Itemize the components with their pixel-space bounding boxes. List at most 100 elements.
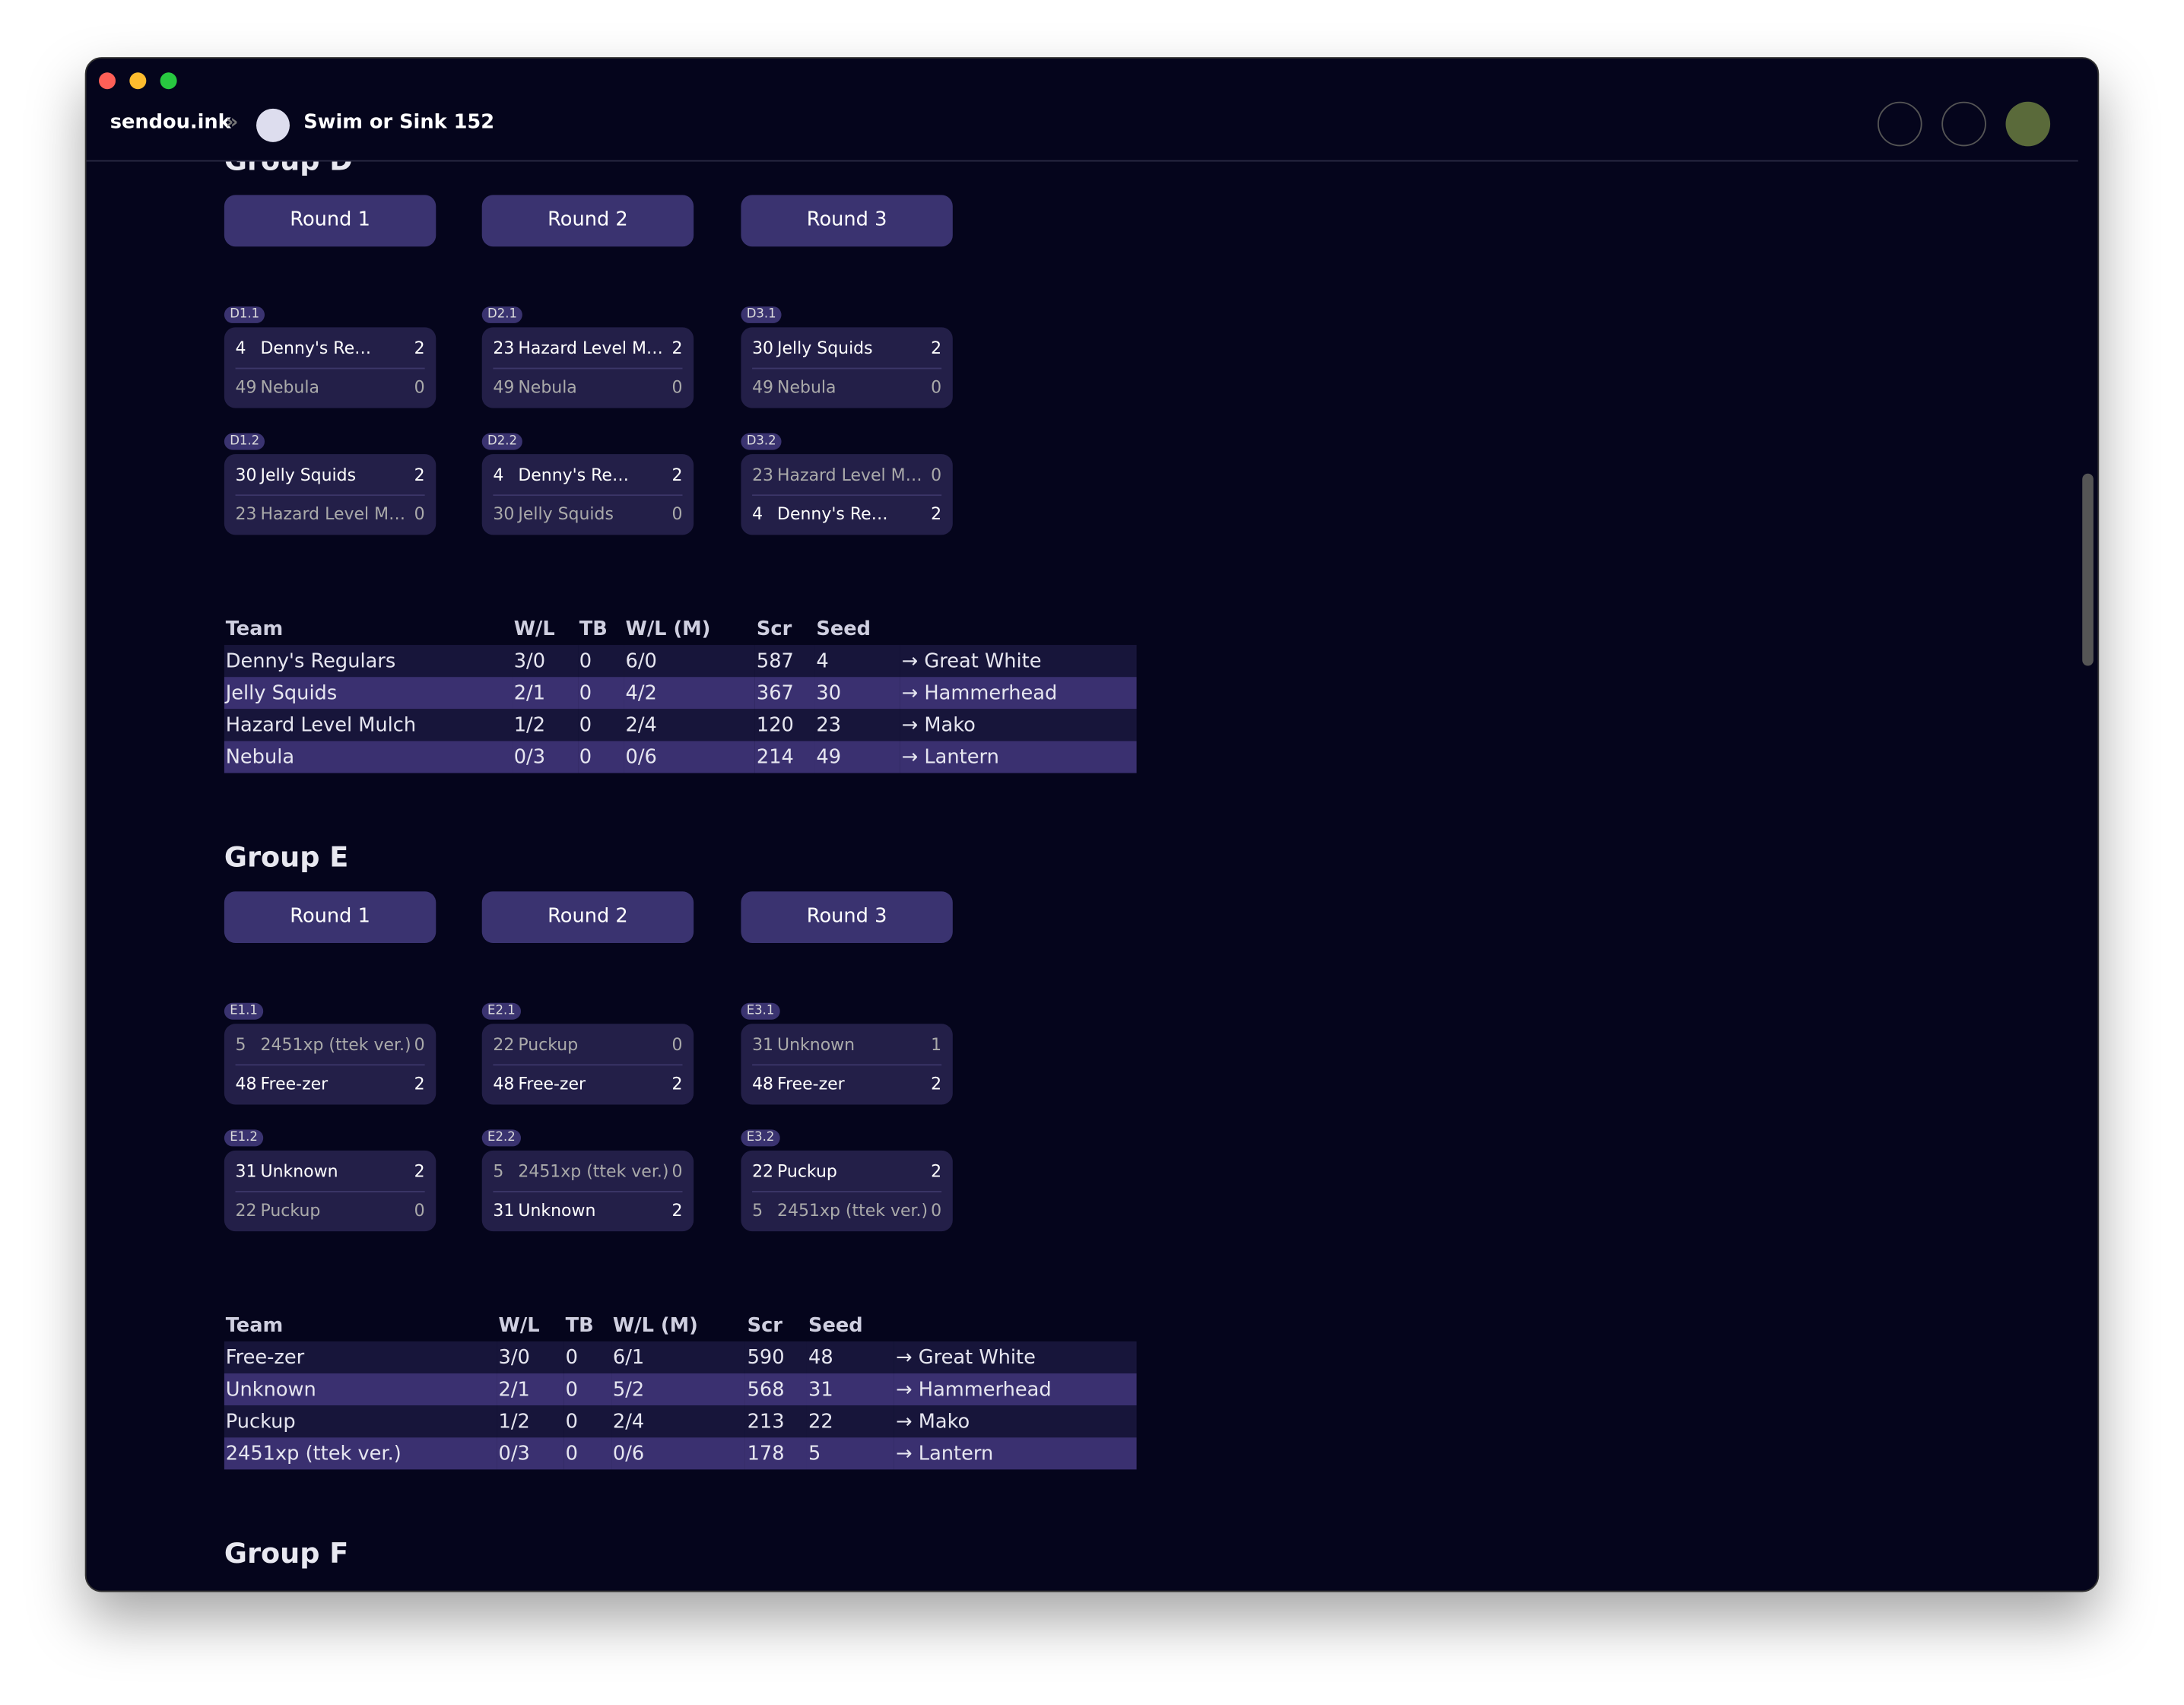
team-row: 23 Hazard Level M… 0: [236, 494, 425, 533]
separator: [752, 1191, 942, 1192]
score: 2: [414, 1161, 425, 1182]
score: 0: [931, 377, 942, 398]
seed: 5: [493, 1161, 504, 1182]
score: 0: [414, 1200, 425, 1221]
score: 0: [931, 465, 942, 485]
team-name: Jelly Squids: [777, 338, 873, 358]
cell: 0: [563, 1405, 612, 1438]
round-button[interactable]: Round 1: [224, 195, 436, 247]
standings-row: Denny's Regulars 3/0 0 6/0 587 4 → Great White: [224, 645, 1137, 678]
standings-row: Nebula 0/3 0 0/6 214 49 → Lantern: [224, 741, 1137, 773]
match-card[interactable]: 4 Denny's Re… 2 30 Jelly Squids 0: [481, 454, 694, 535]
user-avatar[interactable]: [2005, 101, 2051, 147]
score: 2: [414, 1074, 425, 1094]
column-header: TB: [579, 618, 608, 640]
team-name: Denny's Regulars: [224, 645, 513, 678]
cell: → Hammerhead: [894, 1373, 1137, 1406]
site-link[interactable]: sendou.ink: [110, 111, 231, 134]
score: 0: [414, 377, 425, 398]
seed: 49: [235, 377, 257, 398]
scrollbar[interactable]: [2082, 473, 2094, 666]
cell: 49: [814, 741, 900, 773]
standings-row: Puckup 1/2 0 2/4 213 22 → Mako: [224, 1405, 1137, 1438]
team-name: Free-zer: [777, 1074, 845, 1094]
match-card[interactable]: 5 2451xp (ttek ver.) 0 48 Free-zer 2: [224, 1024, 436, 1105]
match-card[interactable]: 4 Denny's Re… 2 49 Nebula 0: [224, 327, 436, 408]
group-title: Group F: [224, 1536, 349, 1570]
match-card[interactable]: 31 Unknown 1 48 Free-zer 2: [741, 1024, 953, 1105]
team-name: Free-zer: [224, 1341, 497, 1373]
cell: 3/0: [512, 645, 578, 678]
seed: 23: [493, 338, 515, 358]
round-button[interactable]: Round 3: [741, 195, 953, 247]
cell: → Lantern: [894, 1437, 1137, 1470]
match-id: D3.1: [741, 306, 782, 323]
score: 0: [671, 504, 683, 524]
cell: 22: [807, 1405, 895, 1438]
cell: 2/1: [497, 1373, 564, 1406]
team-row: 30 Jelly Squids 2: [752, 329, 941, 367]
match-id: D1.1: [224, 306, 265, 323]
match-card[interactable]: 23 Hazard Level M… 2 49 Nebula 0: [481, 327, 694, 408]
match-card[interactable]: 30 Jelly Squids 2 23 Hazard Level M… 0: [224, 454, 436, 535]
header-row: Team W/L TB W/L (M) Scr Seed: [224, 1310, 1137, 1341]
language-button[interactable]: [1877, 101, 1922, 147]
round-button[interactable]: Round 3: [741, 891, 953, 943]
round-button[interactable]: Round 2: [481, 891, 694, 943]
score: 2: [671, 1074, 683, 1094]
team-row: 5 2451xp (ttek ver.) 0: [752, 1191, 941, 1230]
match-card[interactable]: 22 Puckup 0 48 Free-zer 2: [481, 1024, 694, 1105]
cell: 0: [577, 645, 624, 678]
standings-row: Free-zer 3/0 0 6/1 590 48 → Great White: [224, 1341, 1137, 1373]
cell: → Hammerhead: [900, 677, 1137, 710]
cell: 2/1: [512, 677, 578, 710]
team-row: 22 Puckup 2: [752, 1152, 941, 1191]
team-name: Nebula: [260, 377, 319, 398]
team-row: 23 Hazard Level M… 0: [752, 456, 941, 494]
match-card[interactable]: 22 Puckup 2 5 2451xp (ttek ver.) 0: [741, 1150, 953, 1232]
match-card[interactable]: 30 Jelly Squids 2 49 Nebula 0: [741, 327, 953, 408]
browser-window: sendou.ink » Swim or Sink 152 Group D Rou…: [84, 57, 2100, 1592]
theme-button[interactable]: [1941, 101, 1986, 147]
cell: → Mako: [900, 709, 1137, 741]
team-row: 49 Nebula 0: [493, 368, 682, 407]
score: 0: [671, 1034, 683, 1055]
column-header: Scr: [747, 1314, 782, 1337]
group-title: Group D: [224, 161, 353, 176]
team-row: 4 Denny's Re… 2: [236, 329, 425, 367]
column-header: W/L: [498, 1314, 540, 1337]
team-name: Hazard Level M…: [777, 465, 922, 485]
team-name: 2451xp (ttek ver.): [260, 1034, 411, 1055]
minimize-button[interactable]: [129, 72, 147, 90]
match-card[interactable]: 31 Unknown 2 22 Puckup 0: [224, 1150, 436, 1232]
match-id: E1.2: [224, 1129, 264, 1147]
match-id: D2.2: [481, 433, 523, 450]
zoom-button[interactable]: [160, 72, 177, 90]
close-button[interactable]: [99, 72, 116, 90]
match-id: E2.2: [481, 1129, 522, 1147]
match-card[interactable]: 23 Hazard Level M… 0 4 Denny's Re… 2: [741, 454, 953, 535]
team-name: Jelly Squids: [224, 677, 513, 710]
round-button[interactable]: Round 2: [481, 195, 694, 247]
tournament-name[interactable]: Swim or Sink 152: [303, 111, 495, 134]
score: 2: [671, 465, 683, 485]
match-id: E3.1: [741, 1002, 780, 1020]
round-button[interactable]: Round 1: [224, 891, 436, 943]
team-name: Denny's Re…: [518, 465, 629, 485]
team-row: 23 Hazard Level M… 2: [493, 329, 682, 367]
seed: 22: [752, 1161, 774, 1182]
score: 2: [931, 1161, 942, 1182]
team-row: 4 Denny's Re… 2: [493, 456, 682, 494]
match-card[interactable]: 5 2451xp (ttek ver.) 0 31 Unknown 2: [481, 1150, 694, 1232]
standings-row: Jelly Squids 2/1 0 4/2 367 30 → Hammerhead: [224, 677, 1137, 710]
team-name: Jelly Squids: [518, 504, 614, 524]
team-name: Puckup: [260, 1200, 321, 1221]
separator: [493, 494, 683, 497]
score: 2: [671, 338, 683, 358]
separator: [493, 1191, 683, 1192]
team-name: 2451xp (ttek ver.): [777, 1200, 929, 1221]
cell: 5: [807, 1437, 895, 1470]
team-row: 22 Puckup 0: [236, 1191, 425, 1230]
